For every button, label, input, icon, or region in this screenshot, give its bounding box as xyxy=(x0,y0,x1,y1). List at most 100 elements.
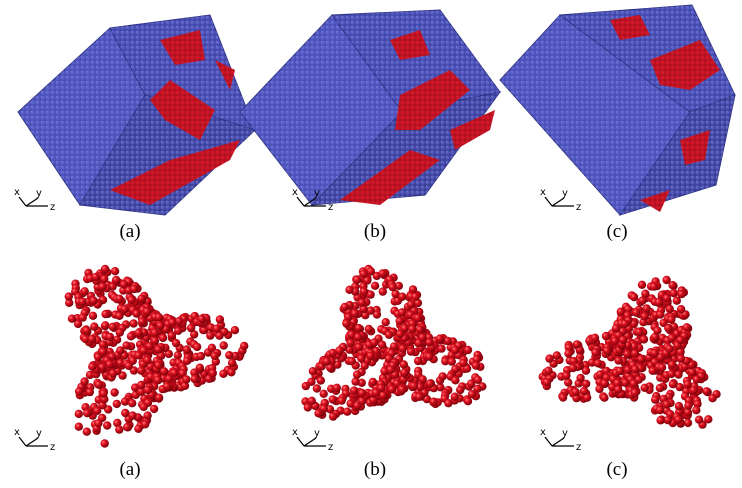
atom xyxy=(111,267,119,275)
atom xyxy=(692,406,700,414)
atom xyxy=(468,390,476,398)
atom xyxy=(571,388,579,396)
atom xyxy=(121,409,129,417)
atom xyxy=(641,384,649,392)
atom xyxy=(140,403,148,411)
atom xyxy=(635,328,643,336)
atom xyxy=(637,355,645,363)
atom xyxy=(109,323,117,331)
atom xyxy=(621,379,629,387)
atom xyxy=(360,287,368,295)
atom xyxy=(99,348,107,356)
atom xyxy=(323,357,331,365)
atom xyxy=(227,368,235,376)
atom xyxy=(83,428,91,436)
atom xyxy=(371,282,379,290)
atom xyxy=(121,305,129,313)
atom xyxy=(101,439,109,447)
atom xyxy=(667,370,675,378)
atom xyxy=(451,393,459,401)
atom xyxy=(225,351,233,359)
atom xyxy=(370,338,378,346)
atom xyxy=(209,369,217,377)
atom xyxy=(143,356,151,364)
atom xyxy=(354,333,362,341)
atom xyxy=(642,304,650,312)
atom xyxy=(135,329,143,337)
atom xyxy=(444,399,452,407)
atom xyxy=(591,334,599,342)
atom xyxy=(92,273,100,281)
atom xyxy=(75,423,83,431)
atom xyxy=(544,367,552,375)
atom xyxy=(89,312,97,320)
atom xyxy=(174,351,182,359)
atom xyxy=(665,345,673,353)
atom xyxy=(106,360,114,368)
atom xyxy=(390,342,398,350)
panel-label: (b) xyxy=(364,459,386,480)
atom xyxy=(141,420,149,428)
atom xyxy=(456,386,464,394)
atom xyxy=(653,326,661,334)
panel-label: (b) xyxy=(364,221,386,242)
atom xyxy=(603,347,611,355)
axis-triad: xyz xyxy=(540,187,581,213)
atom xyxy=(333,384,341,392)
atom xyxy=(398,293,406,301)
atom xyxy=(116,328,124,336)
atom xyxy=(569,364,577,372)
atom xyxy=(459,359,467,367)
axis-arrow xyxy=(304,438,316,446)
atom xyxy=(358,397,366,405)
atom xyxy=(438,372,446,380)
axis-arrow xyxy=(26,198,38,206)
axis-label: y xyxy=(36,188,42,199)
atom xyxy=(168,331,176,339)
atom xyxy=(98,282,106,290)
atom xyxy=(116,346,124,354)
atom xyxy=(358,298,366,306)
atom xyxy=(416,325,424,333)
axis-arrow xyxy=(552,438,564,446)
atom xyxy=(677,305,685,313)
atom xyxy=(121,397,129,405)
atom xyxy=(314,409,322,417)
atom xyxy=(369,378,377,386)
atom xyxy=(379,391,387,399)
atom xyxy=(437,344,445,352)
atom xyxy=(365,325,373,333)
atom xyxy=(313,384,321,392)
atom xyxy=(451,346,459,354)
atom xyxy=(684,419,692,427)
atom xyxy=(689,386,697,394)
atom xyxy=(307,378,315,386)
atom xyxy=(345,286,353,294)
atom xyxy=(693,375,701,383)
atom xyxy=(614,356,622,364)
atom xyxy=(631,389,639,397)
atom xyxy=(621,320,629,328)
atom xyxy=(664,416,672,424)
atom xyxy=(396,317,404,325)
atom xyxy=(408,325,416,333)
atom xyxy=(559,393,567,401)
atom xyxy=(464,346,472,354)
atom xyxy=(436,334,444,342)
atom xyxy=(101,310,109,318)
atom xyxy=(338,396,346,404)
axis-label: z xyxy=(50,202,55,213)
atom xyxy=(695,416,703,424)
axis-label: x xyxy=(292,187,298,198)
atom xyxy=(429,398,437,406)
axis-label: y xyxy=(562,428,568,439)
atom xyxy=(675,402,683,410)
atom xyxy=(464,397,472,405)
atom xyxy=(216,315,224,323)
axis-arrow xyxy=(545,197,552,206)
atom xyxy=(68,315,76,323)
clusters xyxy=(65,265,721,448)
atom xyxy=(143,411,151,419)
axis-arrow xyxy=(552,198,564,206)
atom xyxy=(398,308,406,316)
